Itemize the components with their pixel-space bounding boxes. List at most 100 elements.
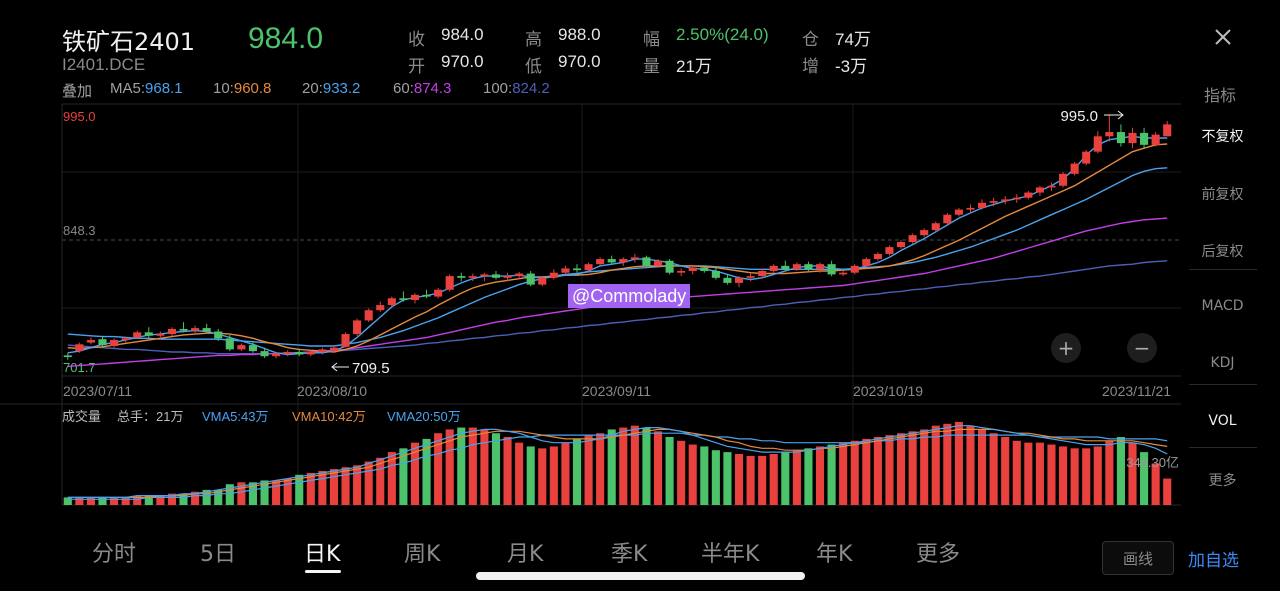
side-menu-item[interactable]: VOL bbox=[1208, 413, 1237, 429]
volume-bar bbox=[202, 489, 211, 505]
volume-bar bbox=[1151, 463, 1160, 505]
quote-label: 仓 bbox=[802, 30, 819, 50]
period-tab[interactable]: 日K bbox=[304, 542, 341, 567]
candle-body bbox=[179, 328, 188, 331]
candle-body bbox=[781, 265, 790, 270]
side-menu: 不复权前复权后复权 MACD KDJ VOL 更多 bbox=[1181, 104, 1280, 509]
period-tab[interactable]: 更多 bbox=[916, 542, 961, 567]
vma10-label: VMA10:42万 bbox=[292, 409, 366, 424]
volume-bar bbox=[734, 454, 744, 505]
candle-body bbox=[1001, 199, 1010, 202]
volume-bar bbox=[526, 446, 535, 505]
period-tab[interactable]: 周K bbox=[404, 542, 441, 567]
candle-body bbox=[306, 351, 315, 355]
candle-body bbox=[1093, 136, 1102, 152]
vma5-line bbox=[67, 425, 1168, 498]
volume-bar bbox=[121, 497, 130, 505]
candle-body bbox=[376, 305, 385, 311]
candle-body bbox=[1151, 134, 1160, 145]
volume-bar bbox=[1093, 446, 1102, 505]
volume-bar bbox=[977, 429, 987, 505]
candle-body bbox=[1105, 132, 1114, 137]
candle-body bbox=[1116, 132, 1125, 144]
max-price-marker: 995.0 bbox=[1060, 108, 1098, 125]
period-tab[interactable]: 季K bbox=[611, 542, 648, 567]
candle-body bbox=[1163, 124, 1172, 137]
quote-value: 970.0 bbox=[558, 52, 601, 71]
volume-bar bbox=[538, 448, 547, 505]
vma10-line bbox=[67, 428, 1168, 498]
candle-body bbox=[977, 202, 987, 208]
ma-legend-label: 20: bbox=[302, 80, 323, 97]
side-menu-item[interactable]: 前复权 bbox=[1201, 187, 1244, 203]
quote-value: 74万 bbox=[835, 30, 871, 49]
volume-bar bbox=[515, 442, 524, 505]
side-menu-item[interactable]: MACD bbox=[1201, 298, 1244, 314]
home-indicator[interactable] bbox=[476, 572, 805, 580]
candle-body bbox=[1140, 132, 1149, 145]
quote-value: 970.0 bbox=[441, 52, 484, 71]
period-tab[interactable]: 分时 bbox=[92, 542, 137, 567]
quote-value: 21万 bbox=[676, 57, 712, 76]
indicator-menu-button[interactable]: 指标 bbox=[1204, 86, 1237, 105]
volume-bar bbox=[376, 457, 385, 505]
candle-body bbox=[422, 294, 431, 297]
period-tab[interactable]: 月K bbox=[507, 542, 544, 567]
candle-body bbox=[329, 347, 339, 352]
side-menu-item[interactable]: 不复权 bbox=[1201, 129, 1244, 145]
volume-bar bbox=[711, 450, 720, 505]
zoom-out-button[interactable]: − bbox=[1127, 333, 1157, 363]
candle-body bbox=[167, 328, 176, 335]
ma-overlay-prefix[interactable]: 叠加 bbox=[62, 83, 93, 100]
period-tab[interactable]: 年K bbox=[816, 542, 853, 567]
side-menu-item[interactable]: KDJ bbox=[1210, 355, 1235, 371]
candle-body bbox=[491, 274, 501, 278]
candle-body bbox=[503, 276, 512, 278]
volume-bar bbox=[237, 482, 246, 505]
last-price: 984.0 bbox=[248, 22, 324, 55]
volume-bar bbox=[642, 427, 651, 505]
candle-body bbox=[1024, 192, 1033, 198]
candle-body bbox=[480, 274, 489, 277]
period-tab[interactable]: 5日 bbox=[200, 542, 236, 567]
min-marker-arrowhead bbox=[331, 362, 338, 372]
draw-line-button[interactable]: 画线 bbox=[1102, 541, 1174, 575]
volume-bar bbox=[677, 440, 686, 505]
candle-body bbox=[596, 259, 605, 265]
volume-amount-label: 348.30亿 bbox=[1126, 455, 1179, 470]
candle-body bbox=[144, 332, 153, 336]
side-menu-item[interactable]: 更多 bbox=[1208, 473, 1237, 489]
ma-legend-label: MA5: bbox=[110, 80, 146, 97]
volume-bar bbox=[943, 423, 952, 505]
volume-bar bbox=[966, 425, 975, 505]
add-watchlist-button[interactable]: 加自选 bbox=[1188, 551, 1239, 571]
side-menu-item[interactable]: 后复权 bbox=[1201, 244, 1244, 260]
candle-body bbox=[607, 259, 616, 263]
candle-body bbox=[225, 338, 234, 350]
candle-body bbox=[815, 264, 825, 270]
candle-body bbox=[538, 277, 547, 285]
volume-title: 成交量 bbox=[62, 409, 101, 424]
candle-body bbox=[364, 310, 373, 321]
kline-chart[interactable]: 995.0 848.3 701.7 2023/07/11 2023/08/10 2023/… bbox=[0, 0, 1181, 520]
candle-body bbox=[711, 270, 720, 278]
volume-bar bbox=[191, 491, 200, 505]
candle-body bbox=[839, 272, 848, 275]
ma-legend-label: 100: bbox=[483, 80, 513, 97]
ma20-line bbox=[67, 167, 1168, 347]
volume-bar bbox=[758, 455, 767, 505]
candle-body bbox=[1035, 187, 1044, 193]
volume-bar bbox=[839, 442, 848, 505]
period-tab[interactable]: 半年K bbox=[701, 542, 760, 567]
volume-bar bbox=[503, 437, 512, 505]
ma-legend-value: 824.2 bbox=[512, 80, 550, 97]
quote-value: 988.0 bbox=[558, 25, 601, 44]
candle-body bbox=[110, 340, 119, 346]
volume-bar bbox=[156, 495, 165, 505]
volume-bar bbox=[815, 446, 825, 505]
candle-body bbox=[133, 332, 142, 338]
volume-bar bbox=[873, 437, 882, 505]
volume-bar bbox=[549, 446, 558, 505]
zoom-in-button[interactable]: + bbox=[1051, 333, 1081, 363]
close-icon[interactable] bbox=[1210, 24, 1236, 50]
